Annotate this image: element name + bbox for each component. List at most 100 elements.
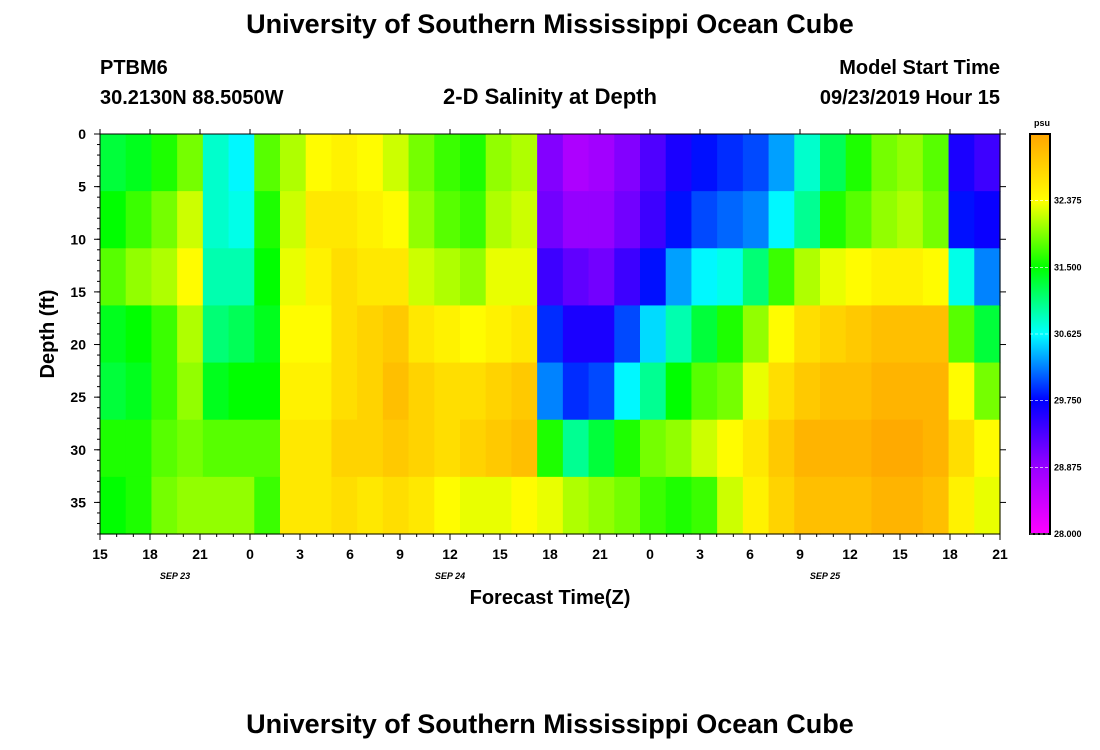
heatmap-cell <box>768 191 795 249</box>
x-axis-title: Forecast Time(Z) <box>470 587 631 609</box>
x-tick-label: 9 <box>796 546 804 562</box>
heatmap-cell <box>665 191 693 249</box>
heatmap-cell <box>588 362 615 421</box>
heatmap-cell <box>125 134 153 192</box>
heatmap-cell <box>485 134 513 192</box>
heatmap-cell <box>100 419 127 478</box>
heatmap-cell <box>254 134 281 192</box>
heatmap-cell <box>202 248 230 307</box>
heatmap-cell <box>434 305 461 364</box>
heatmap-cell <box>125 305 153 364</box>
heatmap-cell <box>974 362 1001 421</box>
heatmap-cell <box>691 134 718 192</box>
heatmap-cell <box>922 134 950 192</box>
y-tick-label: 5 <box>78 179 86 195</box>
colorbar-tick-label: 32.375 <box>1054 196 1082 206</box>
heatmap-cell <box>357 248 384 307</box>
heatmap-cell <box>357 191 384 249</box>
heatmap-cell <box>357 419 384 478</box>
heatmap-cell <box>511 191 538 249</box>
heatmap-cell <box>382 476 410 535</box>
heatmap-cell <box>768 362 795 421</box>
y-axis-title: Depth (ft) <box>37 290 59 379</box>
x-tick-label: 12 <box>442 546 458 562</box>
heatmap-cell <box>922 362 950 421</box>
heatmap-cell <box>640 134 667 192</box>
heatmap-cell <box>922 191 950 249</box>
heatmap-cell <box>382 248 410 307</box>
heatmap-cell <box>948 362 975 421</box>
heatmap-cell <box>125 191 153 249</box>
heatmap-cell <box>460 248 487 307</box>
heatmap-cell <box>614 305 641 364</box>
heatmap-cell <box>511 419 538 478</box>
heatmap-cell <box>794 419 821 478</box>
x-tick-label: 18 <box>942 546 958 562</box>
heatmap-cell <box>742 476 770 535</box>
heatmap-cell <box>177 248 204 307</box>
heatmap-cell <box>408 419 435 478</box>
heatmap-cell <box>280 191 307 249</box>
heatmap-cell <box>254 191 281 249</box>
heatmap-cell <box>280 476 307 535</box>
heatmap-cell <box>228 362 255 421</box>
heatmap-cell <box>382 191 410 249</box>
heatmap-cell <box>100 248 127 307</box>
heatmap-cell <box>742 362 770 421</box>
heatmap-cell <box>922 419 950 478</box>
heatmap-cell <box>665 134 693 192</box>
y-tick-label: 20 <box>70 337 86 353</box>
heatmap-cell <box>640 419 667 478</box>
heatmap-cell <box>537 134 564 192</box>
heatmap-cell <box>691 476 718 535</box>
x-tick-label: 3 <box>296 546 304 562</box>
heatmap-cell <box>562 248 590 307</box>
heatmap-cell <box>382 419 410 478</box>
x-tick-label: 9 <box>396 546 404 562</box>
heatmap-cell <box>485 305 513 364</box>
heatmap-cell <box>640 362 667 421</box>
heatmap-cell <box>382 134 410 192</box>
heatmap-cell <box>434 248 461 307</box>
heatmap-cell <box>974 248 1001 307</box>
colorbar-tick-label: 29.750 <box>1054 396 1082 406</box>
x-date-label: SEP 23 <box>160 571 190 581</box>
heatmap-cell <box>177 362 204 421</box>
heatmap-cell <box>202 191 230 249</box>
heatmap-cell <box>254 362 281 421</box>
heatmap-cell <box>974 305 1001 364</box>
heatmap-cell <box>794 476 821 535</box>
heatmap-cell <box>614 362 641 421</box>
heatmap-cell <box>871 476 898 535</box>
heatmap-cell <box>948 248 975 307</box>
heatmap-cell <box>125 362 153 421</box>
heatmap-cell <box>511 305 538 364</box>
y-tick-label: 30 <box>70 442 86 458</box>
x-tick-label: 15 <box>892 546 908 562</box>
heatmap-cell <box>151 305 178 364</box>
heatmap-cell <box>974 134 1001 192</box>
heatmap-cell <box>408 362 435 421</box>
heatmap-cell <box>897 476 924 535</box>
heatmap-cell <box>228 476 255 535</box>
y-tick-label: 15 <box>70 284 86 300</box>
x-date-label: SEP 24 <box>435 571 465 581</box>
x-tick-label: 21 <box>192 546 208 562</box>
heatmap-cell <box>562 305 590 364</box>
heatmap-cell <box>357 134 384 192</box>
heatmap-cell <box>280 248 307 307</box>
heatmap-cell <box>717 476 744 535</box>
heatmap-cell <box>228 191 255 249</box>
heatmap-cell <box>974 476 1001 535</box>
heatmap-cell <box>408 476 435 535</box>
colorbar-tick-label: 30.625 <box>1054 329 1082 339</box>
heatmap-cell <box>665 305 693 364</box>
heatmap-cell <box>537 191 564 249</box>
x-tick-label: 12 <box>842 546 858 562</box>
heatmap-cell <box>100 305 127 364</box>
heatmap-cell <box>305 134 333 192</box>
heatmap-cell <box>537 305 564 364</box>
heatmap-cell <box>382 362 410 421</box>
heatmap-cell <box>871 134 898 192</box>
heatmap-cell <box>640 476 667 535</box>
